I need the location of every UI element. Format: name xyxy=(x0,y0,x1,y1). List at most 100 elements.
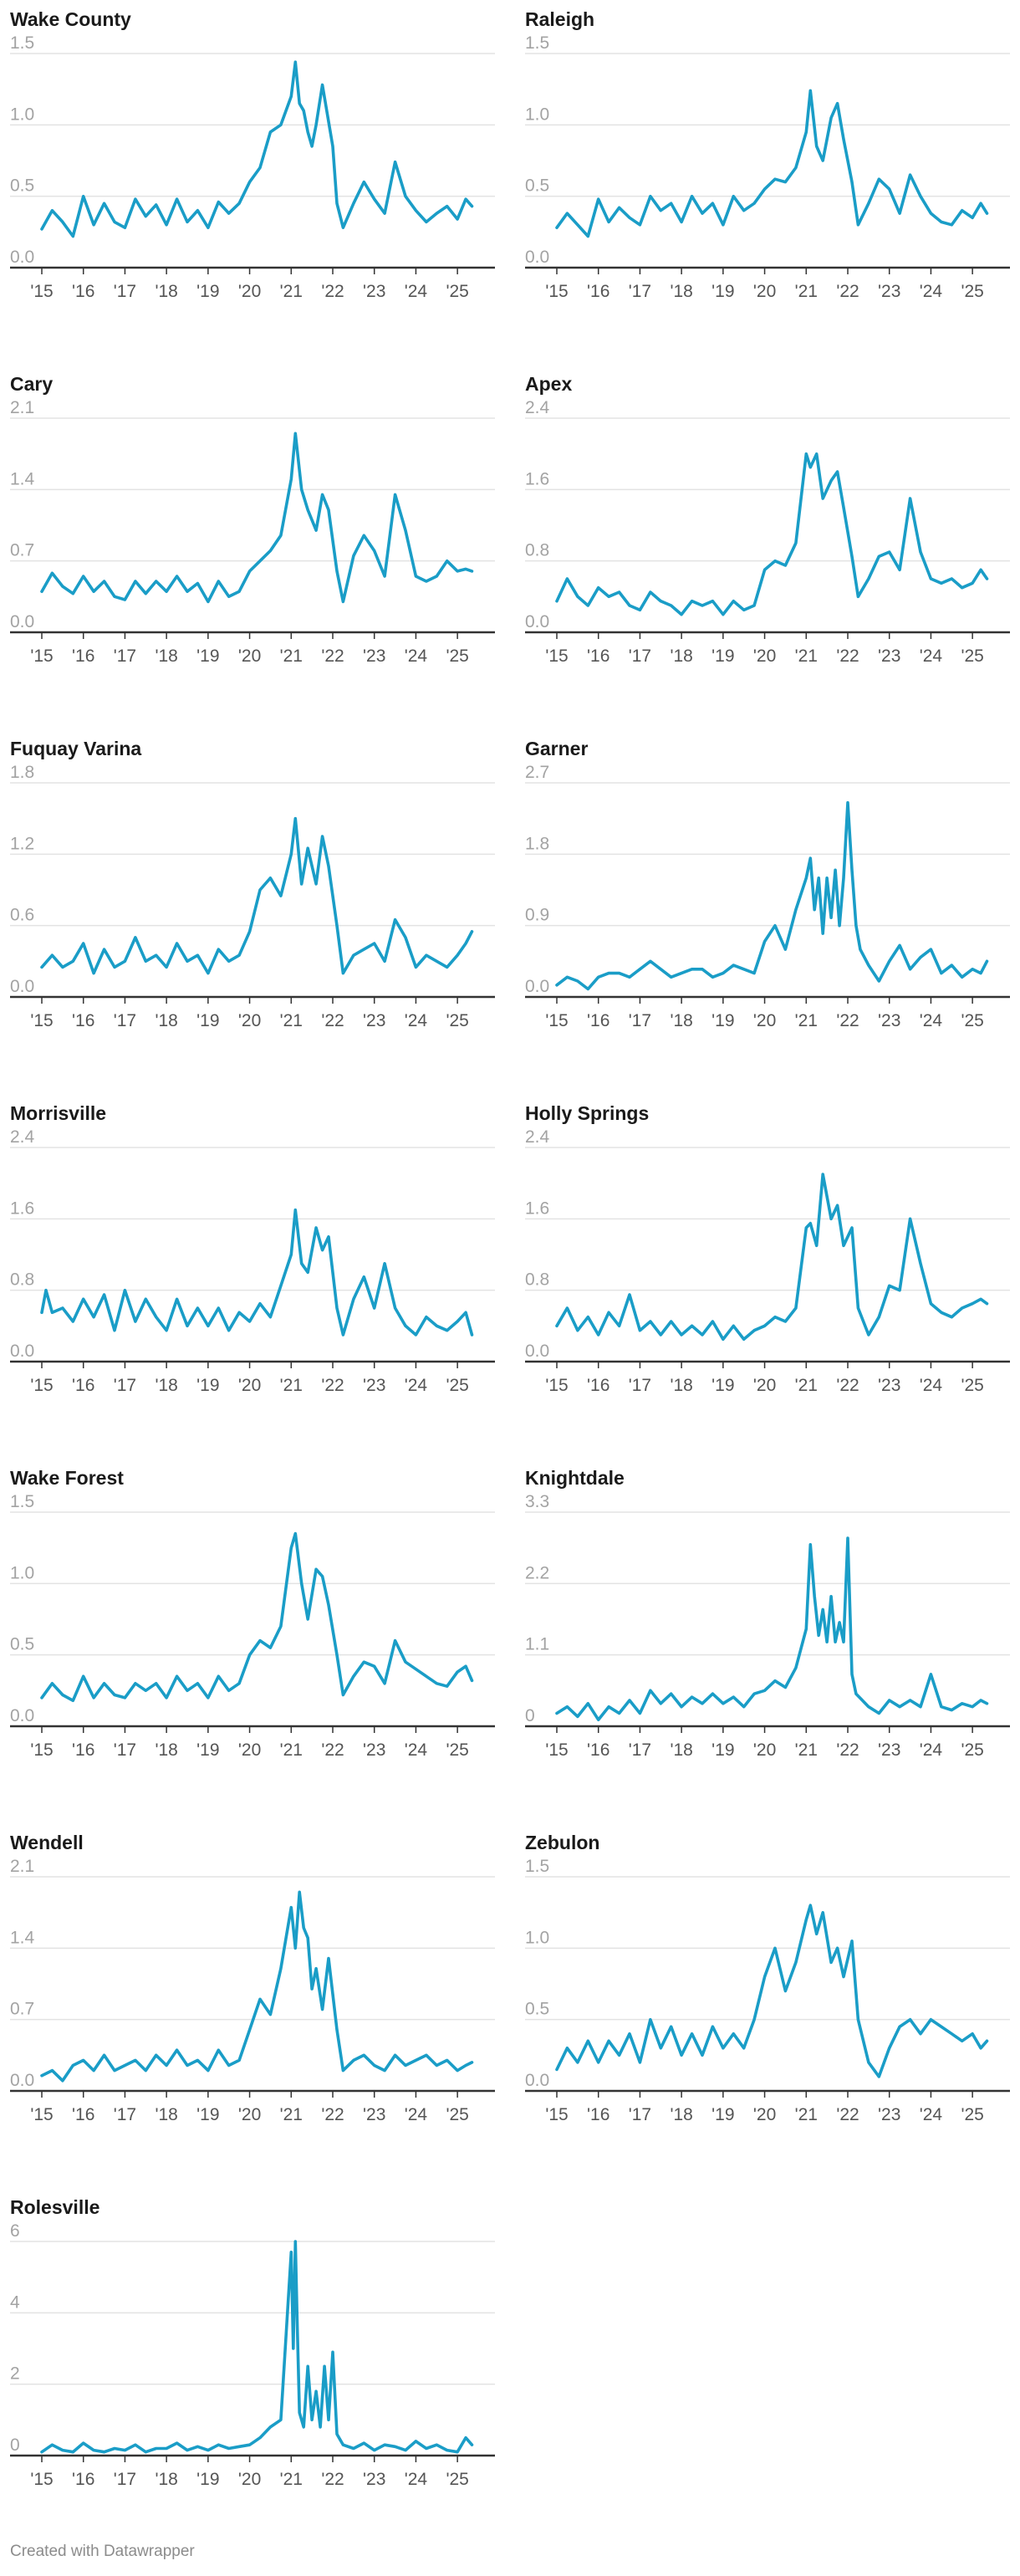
chart-panel-morrisville: Morrisville 0.0 0.8 1.6 2.4 '15 '16 '17 '18 '19 '2… xyxy=(10,1094,503,1429)
y-tick-label: 1.4 xyxy=(10,469,35,488)
y-tick-label: 1.5 xyxy=(525,1857,549,1876)
x-tick-label: '16 xyxy=(72,1011,94,1030)
x-tick-label: '24 xyxy=(920,647,943,666)
x-tick-label: '16 xyxy=(587,282,609,301)
line-chart-morrisville: 0.0 0.8 1.6 2.4 '15 '16 '17 '18 '19 '20 '21 '22 '23 '… xyxy=(10,1127,495,1395)
y-tick-label: 0.8 xyxy=(525,541,549,560)
x-tick-label: '21 xyxy=(795,1740,818,1760)
x-tick-label: '23 xyxy=(363,282,385,301)
y-tick-label: 0.5 xyxy=(10,176,34,196)
x-tick-label: '18 xyxy=(155,1376,177,1395)
x-tick-label: '21 xyxy=(795,2105,818,2124)
y-tick-label: 1.8 xyxy=(10,763,34,782)
x-tick-label: '22 xyxy=(321,282,344,301)
x-tick-label: '16 xyxy=(72,282,94,301)
x-tick-label: '16 xyxy=(587,1011,609,1030)
chart-panel-raleigh: Raleigh 0.0 0.5 1.0 1.5 '15 '16 '17 '18 '19 '20 '21… xyxy=(525,0,1018,335)
x-tick-label: '21 xyxy=(795,647,818,666)
series-line-wake-forest xyxy=(40,1531,474,1703)
x-tick-label: '17 xyxy=(114,1011,136,1030)
series-line-garner xyxy=(555,800,989,991)
x-tick-label: '15 xyxy=(30,647,53,666)
y-tick-label: 0.8 xyxy=(10,1270,34,1290)
x-tick-label: '17 xyxy=(629,2105,651,2124)
x-tick-label: '23 xyxy=(363,1376,385,1395)
x-tick-label: '20 xyxy=(753,282,776,301)
chart-panel-wendell: Wendell 0.0 0.7 1.4 2.1 '15 '16 '17 '18 '19 '20 '21… xyxy=(10,1823,503,2158)
x-tick-label: '19 xyxy=(711,1011,734,1030)
x-tick-label: '21 xyxy=(280,1011,303,1030)
y-tick-label: 2.4 xyxy=(525,398,550,417)
x-tick-label: '24 xyxy=(920,1376,943,1395)
line-chart-cary: 0.0 0.7 1.4 2.1 '15 '16 '17 '18 '19 '20 '21 '22 '23 '… xyxy=(10,398,495,666)
x-tick-label: '17 xyxy=(629,1011,651,1030)
x-tick-label: '24 xyxy=(405,1740,428,1760)
x-tick-label: '24 xyxy=(405,1011,428,1030)
line-chart-wendell: 0.0 0.7 1.4 2.1 '15 '16 '17 '18 '19 '20 '21 '22 '23 '… xyxy=(10,1857,495,2124)
x-tick-label: '19 xyxy=(196,282,219,301)
y-tick-label: 2.2 xyxy=(525,1563,549,1582)
x-tick-label: '15 xyxy=(30,282,53,301)
x-tick-label: '18 xyxy=(670,1011,692,1030)
x-tick-label: '18 xyxy=(155,2105,177,2124)
y-tick-label: 0.0 xyxy=(525,977,549,996)
y-tick-label: 0.0 xyxy=(10,612,34,631)
x-tick-label: '20 xyxy=(238,1011,261,1030)
x-tick-label: '25 xyxy=(446,1376,468,1395)
x-tick-label: '16 xyxy=(72,2470,94,2489)
chart-title: Rolesville xyxy=(10,2196,100,2218)
chart-panel-wake-county: Wake County 0.0 0.5 1.0 1.5 '15 '16 '17 '18 '19 '2… xyxy=(10,0,503,335)
chart-panel-wake-forest: Wake Forest 0.0 0.5 1.0 1.5 '15 '16 '17 '18 '19 '2… xyxy=(10,1459,503,1793)
series-line-zebulon xyxy=(555,1904,989,2078)
x-tick-label: '20 xyxy=(238,2105,261,2124)
x-tick-label: '21 xyxy=(280,282,303,301)
y-tick-label: 1.6 xyxy=(10,1199,34,1218)
x-tick-label: '20 xyxy=(238,647,261,666)
x-tick-label: '21 xyxy=(280,2470,303,2489)
y-tick-label: 1.5 xyxy=(10,1492,34,1511)
x-tick-label: '15 xyxy=(30,2470,53,2489)
line-chart-knightdale: 0 1.1 2.2 3.3 '15 '16 '17 '18 '19 '20 '21 '22 '23 '24… xyxy=(525,1492,1010,1760)
x-tick-label: '18 xyxy=(670,282,692,301)
x-tick-label: '24 xyxy=(405,2470,428,2489)
x-tick-label: '24 xyxy=(920,2105,943,2124)
x-tick-label: '17 xyxy=(114,2105,136,2124)
x-tick-label: '19 xyxy=(711,2105,734,2124)
x-tick-label: '16 xyxy=(72,2105,94,2124)
y-tick-label: 1.5 xyxy=(10,33,34,53)
x-tick-label: '22 xyxy=(836,1740,859,1760)
x-tick-label: '19 xyxy=(711,1740,734,1760)
x-tick-label: '17 xyxy=(114,2470,136,2489)
x-tick-label: '16 xyxy=(587,647,609,666)
y-tick-label: 0.6 xyxy=(10,906,34,925)
x-tick-label: '20 xyxy=(753,2105,776,2124)
y-tick-label: 6 xyxy=(10,2221,20,2241)
x-tick-label: '19 xyxy=(196,647,219,666)
x-tick-label: '15 xyxy=(30,1011,53,1030)
y-tick-label: 1.2 xyxy=(10,834,34,853)
x-tick-label: '25 xyxy=(446,1740,468,1760)
x-tick-label: '19 xyxy=(196,1011,219,1030)
line-chart-raleigh: 0.0 0.5 1.0 1.5 '15 '16 '17 '18 '19 '20 '21 '22 '23 '… xyxy=(525,33,1010,301)
x-tick-label: '25 xyxy=(961,1376,983,1395)
x-tick-label: '19 xyxy=(711,1376,734,1395)
x-tick-label: '15 xyxy=(30,2105,53,2124)
y-tick-label: 0 xyxy=(10,2435,20,2455)
chart-title: Garner xyxy=(525,738,589,759)
x-tick-label: '15 xyxy=(30,1376,53,1395)
x-tick-label: '19 xyxy=(196,2470,219,2489)
y-tick-label: 0.5 xyxy=(525,176,549,196)
x-tick-label: '23 xyxy=(878,1011,900,1030)
x-tick-label: '22 xyxy=(321,1011,344,1030)
x-tick-label: '21 xyxy=(795,1376,818,1395)
x-tick-label: '25 xyxy=(961,1011,983,1030)
x-tick-label: '20 xyxy=(753,1376,776,1395)
y-tick-label: 0.8 xyxy=(525,1270,549,1290)
x-tick-label: '21 xyxy=(795,1011,818,1030)
y-tick-label: 0.7 xyxy=(10,2000,34,2019)
y-tick-label: 0.5 xyxy=(10,1635,34,1654)
y-tick-label: 0.0 xyxy=(10,248,34,267)
y-tick-label: 1.0 xyxy=(10,105,34,124)
x-tick-label: '20 xyxy=(238,1740,261,1760)
x-tick-label: '19 xyxy=(711,282,734,301)
